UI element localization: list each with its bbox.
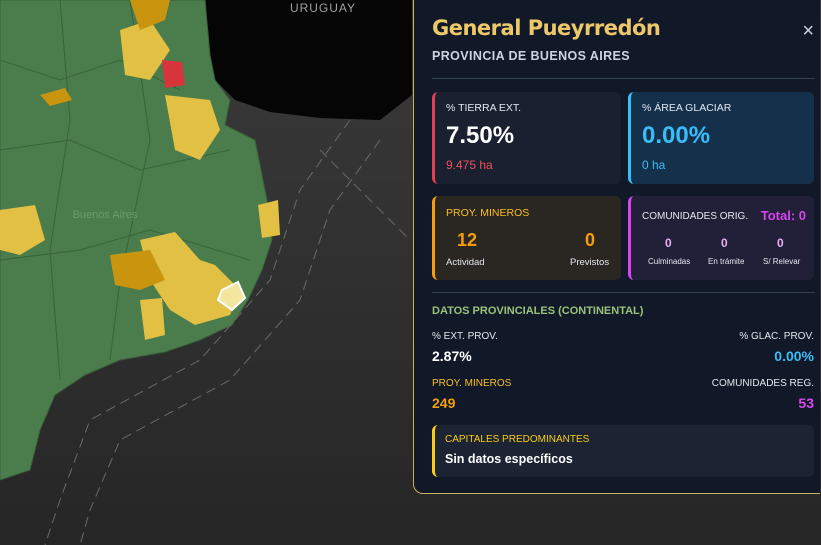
section-heading: DATOS PROVINCIALES (CONTINENTAL) <box>432 305 644 317</box>
divider <box>432 292 815 293</box>
card-glaciar: % ÁREA GLACIAR 0.00% 0 ha <box>628 92 814 184</box>
stat-value: 0 <box>777 236 784 250</box>
stat-value: 12 <box>457 230 478 250</box>
stat-label: PROY. MINEROS <box>432 378 512 389</box>
box-label: CAPITALES PREDOMINANTES <box>445 434 590 445</box>
maritime-lines <box>44 119 411 545</box>
capitales-box: CAPITALES PREDOMINANTES Sin datos especí… <box>432 425 814 477</box>
card-label: % ÁREA GLACIAR <box>642 102 732 114</box>
panel-title: General Pueyrredón <box>432 16 661 40</box>
card-comunidades: COMUNIDADES ORIG. Total: 0 0 Culminadas … <box>628 196 814 280</box>
yellow-areas <box>0 0 280 340</box>
card-value: 0.00% <box>642 122 711 149</box>
stat-value: 53 <box>798 395 814 411</box>
stat-label: COMUNIDADES REG. <box>711 378 814 389</box>
stat-label: Previstos <box>570 257 610 268</box>
info-panel: General Pueyrredón × PROVINCIA DE BUENOS… <box>413 0 820 494</box>
uruguay <box>205 0 412 120</box>
card-mineros: PROY. MINEROS 12 Actividad 0 Previstos <box>432 196 621 280</box>
box-value: Sin datos específicos <box>445 452 573 466</box>
stat-label: S/ Relevar <box>763 257 801 266</box>
stat-label: Culminadas <box>648 257 691 266</box>
stat-value: 0 <box>665 236 672 250</box>
stat-value: 2.87% <box>432 348 472 364</box>
card-label: PROY. MINEROS <box>446 207 530 219</box>
stat-label: % GLAC. PROV. <box>739 331 814 342</box>
divider <box>432 78 815 79</box>
stat-label: Actividad <box>446 257 485 268</box>
panel-subtitle: PROVINCIA DE BUENOS AIRES <box>432 49 630 63</box>
card-label: % TIERRA EXT. <box>446 102 522 114</box>
card-total: Total: 0 <box>760 208 806 223</box>
card-label: COMUNIDADES ORIG. <box>642 211 749 222</box>
stat-value: 0 <box>721 236 728 250</box>
stat-value: 0.00% <box>774 348 814 364</box>
map-label: Buenos Aires <box>73 209 138 221</box>
map-label: URUGUAY <box>290 1 356 15</box>
card-sub: 9.475 ha <box>446 158 493 172</box>
stat-value: 0 <box>585 230 596 250</box>
card-value: 7.50% <box>446 122 515 149</box>
stat-label: En trámite <box>708 257 745 266</box>
card-sub: 0 ha <box>642 158 666 172</box>
stat-label: % EXT. PROV. <box>432 331 498 342</box>
stat-value: 249 <box>432 395 456 411</box>
card-tierra: % TIERRA EXT. 7.50% 9.475 ha <box>432 92 621 184</box>
close-button[interactable]: × <box>802 20 814 42</box>
